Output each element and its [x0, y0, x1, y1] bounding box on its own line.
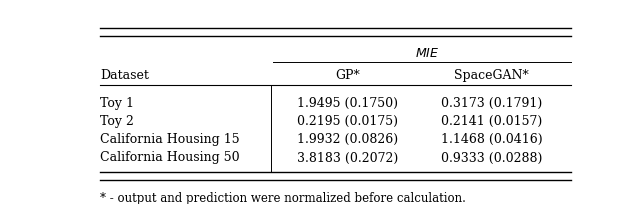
Text: GP*: GP* — [335, 68, 360, 81]
Text: * - output and prediction were normalized before calculation.: * - output and prediction were normalize… — [100, 191, 466, 204]
Text: 1.9932 (0.0826): 1.9932 (0.0826) — [297, 133, 399, 146]
Text: 0.2195 (0.0175): 0.2195 (0.0175) — [298, 115, 398, 128]
Text: 3.8183 (0.2072): 3.8183 (0.2072) — [297, 151, 399, 164]
Text: California Housing 50: California Housing 50 — [100, 151, 239, 164]
Text: $\mathit{MIE}$: $\mathit{MIE}$ — [415, 46, 440, 59]
Text: 0.2141 (0.0157): 0.2141 (0.0157) — [441, 115, 542, 128]
Text: 1.9495 (0.1750): 1.9495 (0.1750) — [298, 96, 398, 110]
Text: Toy 2: Toy 2 — [100, 115, 134, 128]
Text: SpaceGAN*: SpaceGAN* — [454, 68, 529, 81]
Text: California Housing 15: California Housing 15 — [100, 133, 239, 146]
Text: Toy 1: Toy 1 — [100, 96, 134, 110]
Text: 0.9333 (0.0288): 0.9333 (0.0288) — [441, 151, 542, 164]
Text: 0.3173 (0.1791): 0.3173 (0.1791) — [441, 96, 542, 110]
Text: Dataset: Dataset — [100, 68, 148, 81]
Text: 1.1468 (0.0416): 1.1468 (0.0416) — [441, 133, 543, 146]
